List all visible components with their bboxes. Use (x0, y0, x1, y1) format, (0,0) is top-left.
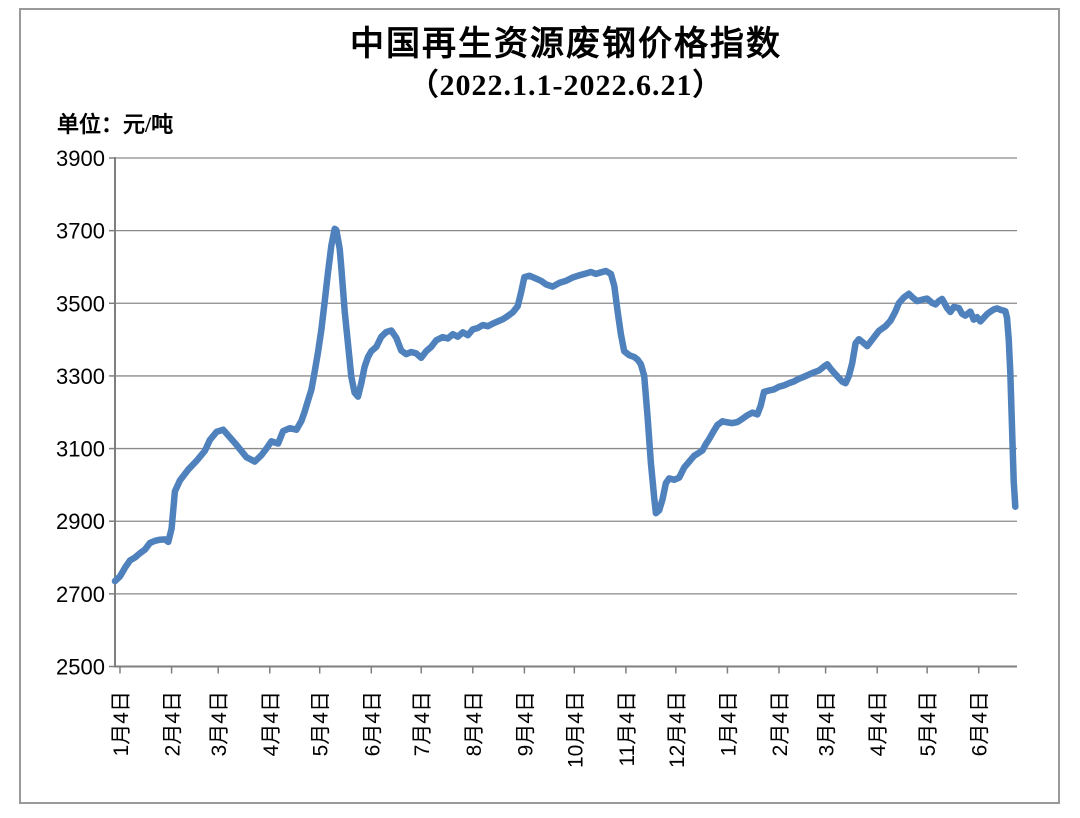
x-tick-label: 8月4日 (463, 691, 486, 756)
x-tick-label: 11月4日 (616, 691, 639, 766)
figure-border (19, 8, 1060, 804)
x-tick-label: 10月4日 (564, 691, 587, 768)
x-tick-label: 2月4日 (769, 691, 792, 756)
x-tick-label: 9月4日 (514, 691, 537, 756)
y-tick-label: 3300 (56, 364, 105, 389)
y-tick-label: 2900 (56, 509, 105, 534)
x-tick-label: 1月4日 (110, 691, 133, 756)
chart-title-block: 中国再生资源废钢价格指数 （2022.1.1-2022.6.21） (115, 24, 1017, 104)
x-tick-label: 12月4日 (666, 691, 689, 768)
x-tick-label: 3月4日 (816, 691, 839, 756)
x-tick-label: 5月4日 (917, 691, 940, 756)
x-tick-label: 1月4日 (717, 691, 740, 756)
price-index-series-line (111, 225, 1019, 585)
x-tick-label: 3月4日 (208, 691, 231, 756)
x-tick-label: 7月4日 (411, 691, 434, 756)
x-tick-label: 4月4日 (260, 691, 283, 756)
y-tick-label: 3900 (56, 146, 105, 171)
y-tick-label: 3100 (56, 437, 105, 462)
x-tick-label: 4月4日 (867, 691, 890, 756)
x-tick-label: 2月4日 (162, 691, 185, 756)
x-tick-label: 6月4日 (969, 691, 992, 756)
y-tick-label: 3500 (56, 291, 105, 316)
y-tick-label: 2500 (56, 655, 105, 680)
y-tick-label: 3700 (56, 219, 105, 244)
x-tick-label: 6月4日 (361, 691, 384, 756)
y-tick-label: 2700 (56, 582, 105, 607)
chart-title: 中国再生资源废钢价格指数 (350, 26, 782, 63)
chart-subtitle-daterange: （2022.1.1-2022.6.21） (408, 68, 724, 102)
y-axis-unit-label: 单位：元/吨 (57, 112, 174, 137)
x-tick-label: 5月4日 (310, 691, 333, 756)
